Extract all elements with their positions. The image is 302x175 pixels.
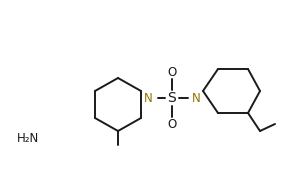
Text: O: O <box>167 117 177 131</box>
Text: O: O <box>167 65 177 79</box>
Text: S: S <box>168 91 176 105</box>
Text: H₂N: H₂N <box>17 131 39 145</box>
Text: N: N <box>144 92 153 104</box>
Text: N: N <box>192 92 200 104</box>
